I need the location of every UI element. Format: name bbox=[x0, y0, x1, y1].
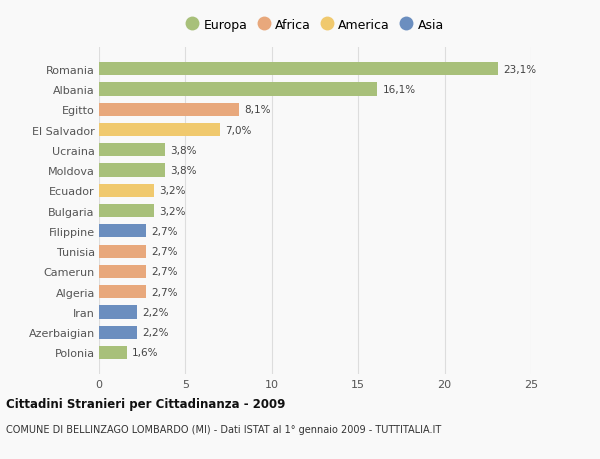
Text: 23,1%: 23,1% bbox=[503, 65, 536, 74]
Text: 2,2%: 2,2% bbox=[142, 307, 169, 317]
Text: 1,6%: 1,6% bbox=[132, 348, 158, 358]
Bar bbox=[99, 326, 137, 339]
Text: Cittadini Stranieri per Cittadinanza - 2009: Cittadini Stranieri per Cittadinanza - 2… bbox=[6, 397, 286, 410]
Bar bbox=[99, 306, 137, 319]
Text: 3,8%: 3,8% bbox=[170, 146, 196, 156]
Bar bbox=[99, 245, 146, 258]
Text: 2,7%: 2,7% bbox=[151, 246, 178, 257]
Legend: Europa, Africa, America, Asia: Europa, Africa, America, Asia bbox=[186, 18, 444, 32]
Text: 3,2%: 3,2% bbox=[160, 186, 186, 196]
Bar bbox=[99, 123, 220, 137]
Bar bbox=[99, 103, 239, 117]
Text: 3,8%: 3,8% bbox=[170, 166, 196, 176]
Bar bbox=[99, 185, 154, 197]
Bar bbox=[99, 164, 164, 177]
Bar bbox=[99, 225, 146, 238]
Text: 7,0%: 7,0% bbox=[225, 125, 251, 135]
Text: 2,2%: 2,2% bbox=[142, 327, 169, 337]
Text: 8,1%: 8,1% bbox=[244, 105, 271, 115]
Text: 3,2%: 3,2% bbox=[160, 206, 186, 216]
Text: COMUNE DI BELLINZAGO LOMBARDO (MI) - Dati ISTAT al 1° gennaio 2009 - TUTTITALIA.: COMUNE DI BELLINZAGO LOMBARDO (MI) - Dat… bbox=[6, 425, 441, 435]
Bar bbox=[99, 346, 127, 359]
Text: 2,7%: 2,7% bbox=[151, 267, 178, 277]
Text: 2,7%: 2,7% bbox=[151, 226, 178, 236]
Bar bbox=[99, 144, 164, 157]
Bar bbox=[99, 63, 498, 76]
Bar bbox=[99, 265, 146, 278]
Bar bbox=[99, 285, 146, 299]
Text: 16,1%: 16,1% bbox=[382, 85, 416, 95]
Bar bbox=[99, 83, 377, 96]
Bar bbox=[99, 205, 154, 218]
Text: 2,7%: 2,7% bbox=[151, 287, 178, 297]
